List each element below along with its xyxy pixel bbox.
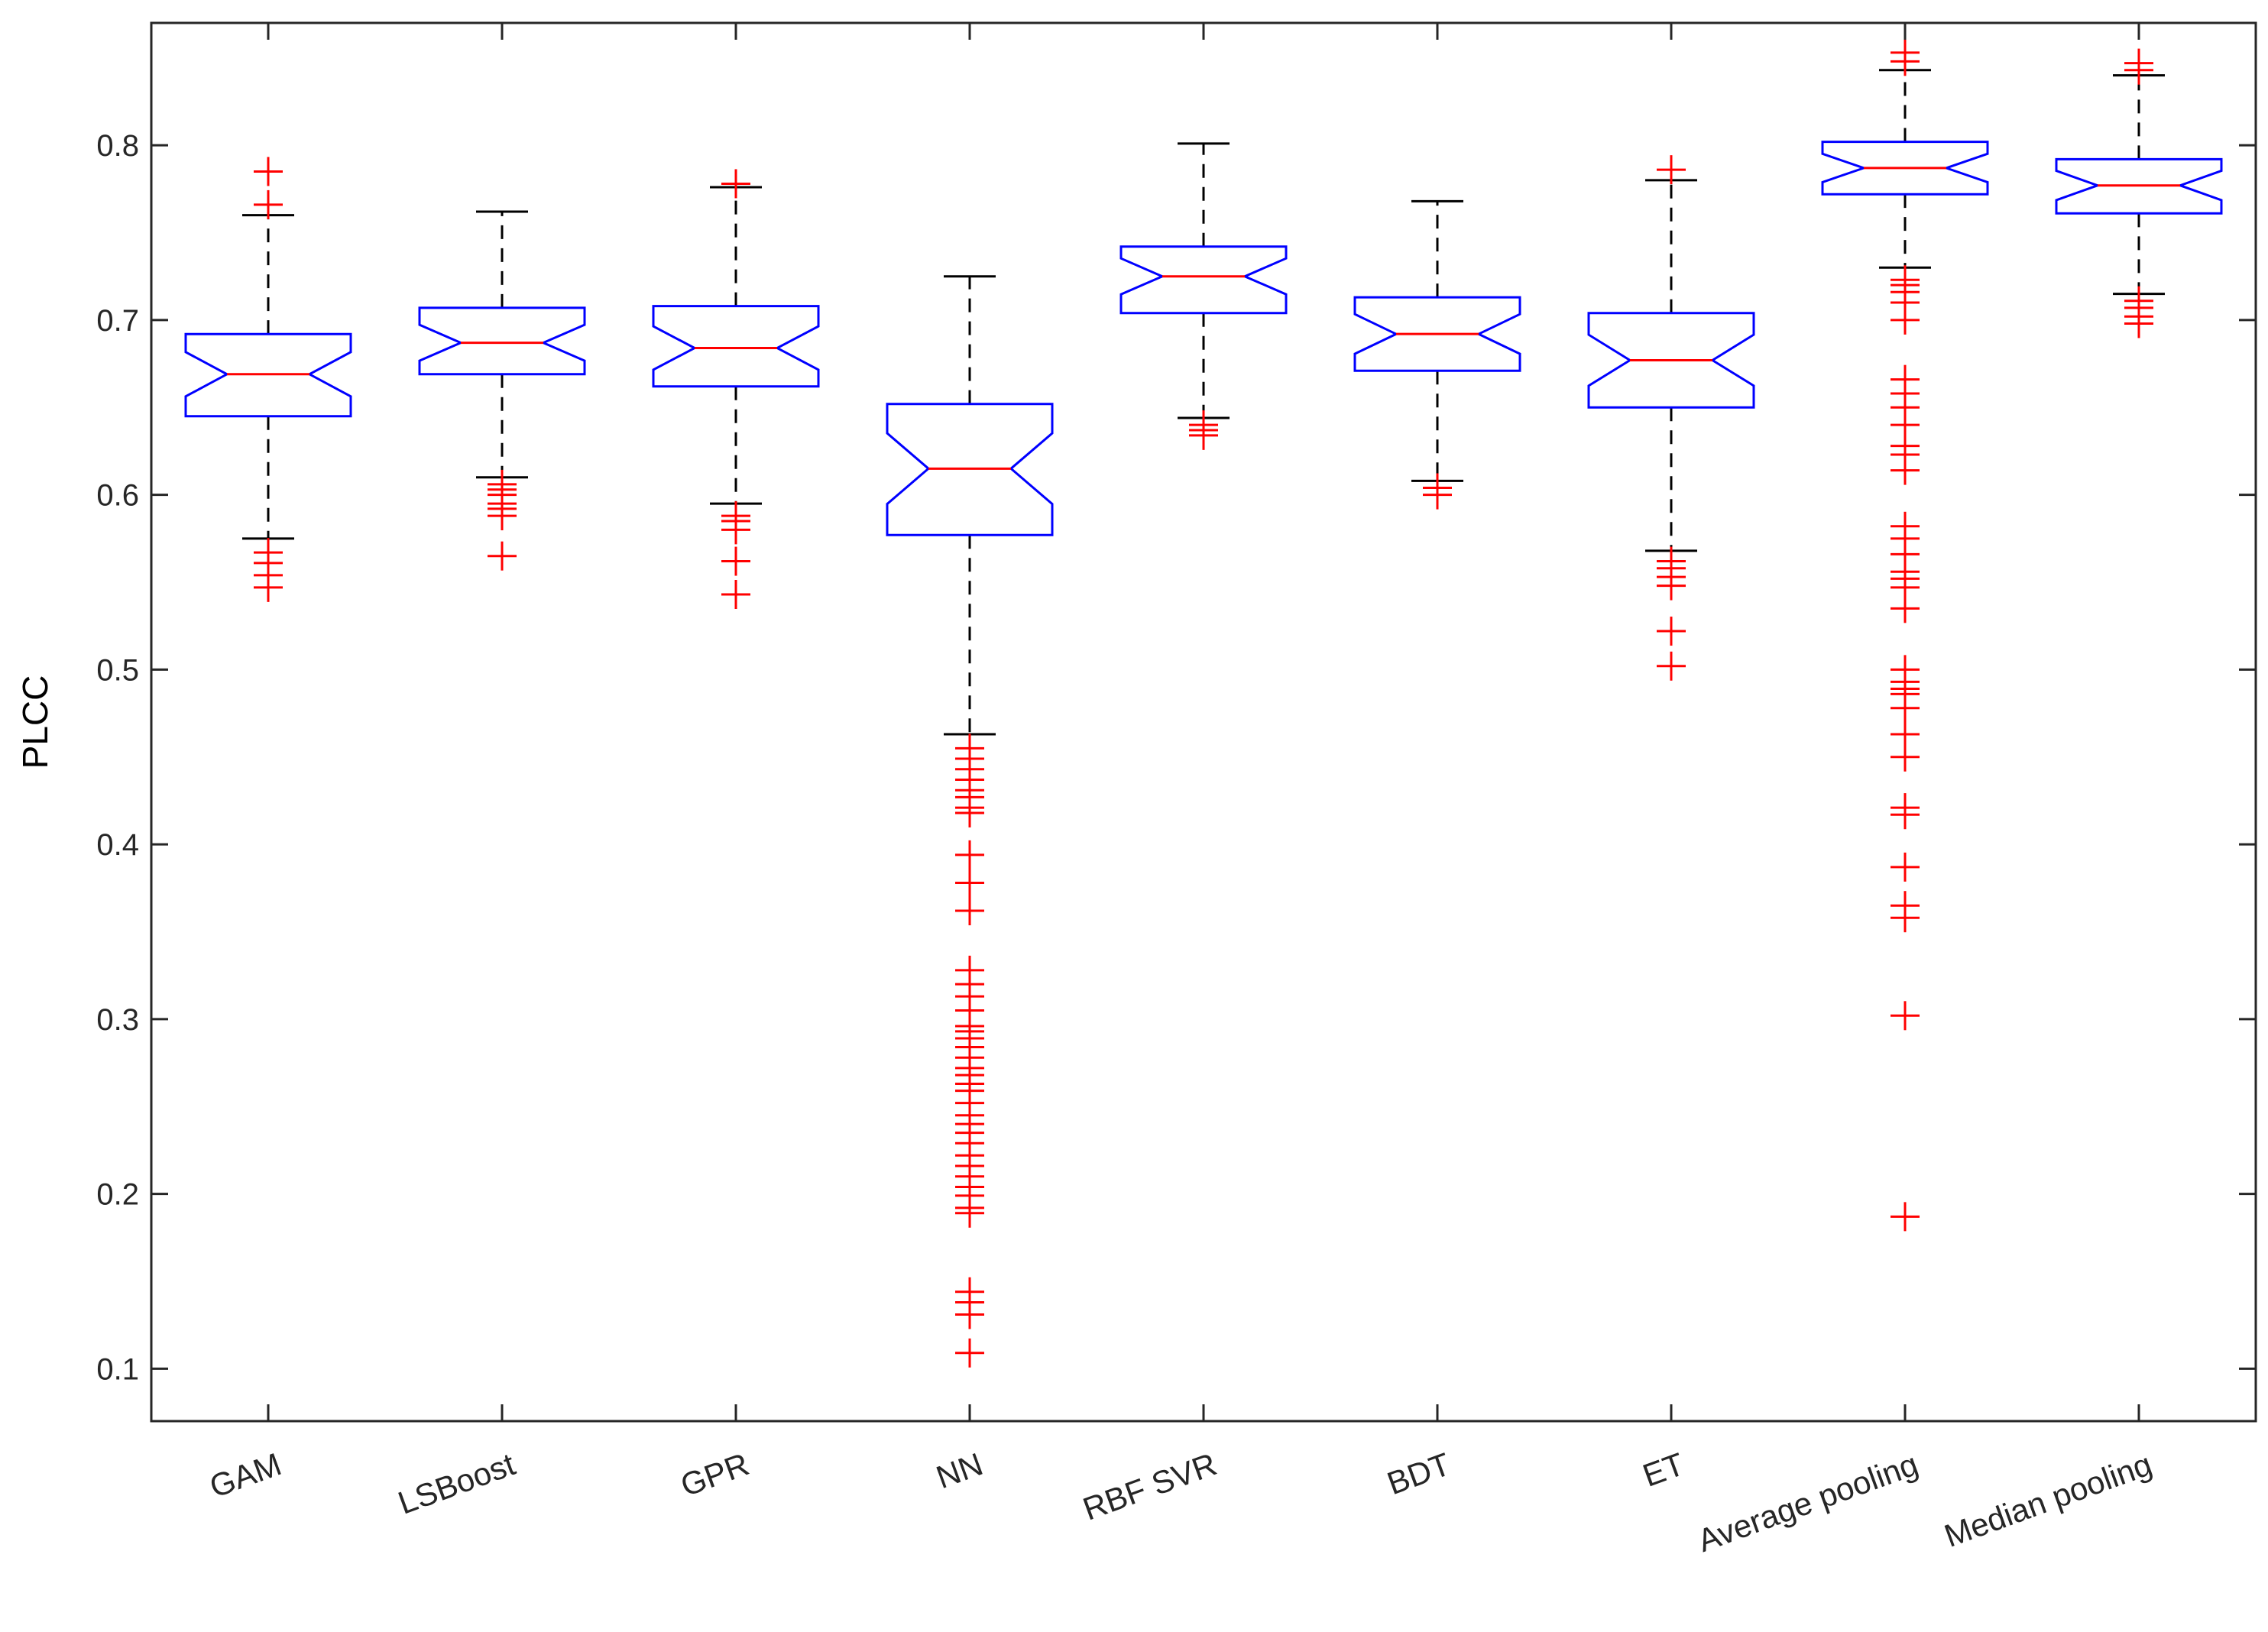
y-tick-label: 0.7 [96,304,139,338]
box [184,332,352,418]
outlier-marker [254,189,283,219]
box [1587,312,1755,409]
outlier-marker [721,546,750,576]
outlier-marker [1423,480,1452,510]
y-tick-label: 0.2 [96,1178,139,1212]
outlier-marker [955,896,984,926]
outlier-marker [1657,155,1686,185]
outlier-marker [1891,1001,1920,1031]
box [652,305,820,388]
box-group-nn [886,275,1054,1368]
outlier-marker [1891,742,1920,772]
box-group-et [1587,155,1755,681]
box [1353,296,1521,372]
y-tick-label: 0.4 [96,828,139,862]
outlier-marker [2124,55,2153,85]
outlier-marker [1891,1202,1920,1232]
outlier-marker [1891,693,1920,723]
box-group-lsboost [418,210,586,571]
outlier-marker [2124,309,2153,338]
y-axis-label: PLCC [15,675,55,769]
y-tick-label: 0.8 [96,129,139,163]
box-group-gpr [652,169,820,610]
outlier-marker [1891,852,1920,882]
outlier-marker [955,1198,984,1228]
outlier-marker [721,169,750,199]
y-tick-label: 0.6 [96,479,139,513]
box [1119,245,1288,315]
box [886,403,1054,536]
box [2055,157,2223,215]
outlier-marker [721,515,750,545]
outlier-marker [955,840,984,869]
outlier-marker [1189,420,1218,450]
outlier-marker [1657,651,1686,681]
outlier-marker [955,1300,984,1329]
outlier-marker [1891,305,1920,335]
box-group-average-pooling [1821,37,1989,1232]
y-tick-label: 0.1 [96,1352,139,1386]
y-tick-label: 0.3 [96,1003,139,1037]
outlier-marker [955,798,984,827]
outlier-marker [488,501,517,531]
outlier-marker [1891,455,1920,485]
outlier-marker [488,541,517,571]
outlier-marker [721,580,750,610]
outlier-marker [1891,594,1920,623]
box-group-rbf-svr [1119,142,1288,450]
outlier-marker [1891,800,1920,830]
box-group-gam [184,157,352,602]
box-group-median-pooling [2055,48,2223,338]
outlier-marker [1891,903,1920,933]
boxes-layer [184,37,2223,1368]
outlier-marker [955,1338,984,1368]
box [1821,141,1989,196]
outlier-marker [1657,617,1686,646]
outlier-marker [254,157,283,186]
y-tick-label: 0.5 [96,653,139,687]
outlier-marker [1657,571,1686,601]
outlier-marker [254,572,283,602]
box-group-bdt [1353,199,1521,510]
outlier-marker [955,868,984,898]
box [418,306,586,376]
outlier-marker [1891,47,1920,76]
